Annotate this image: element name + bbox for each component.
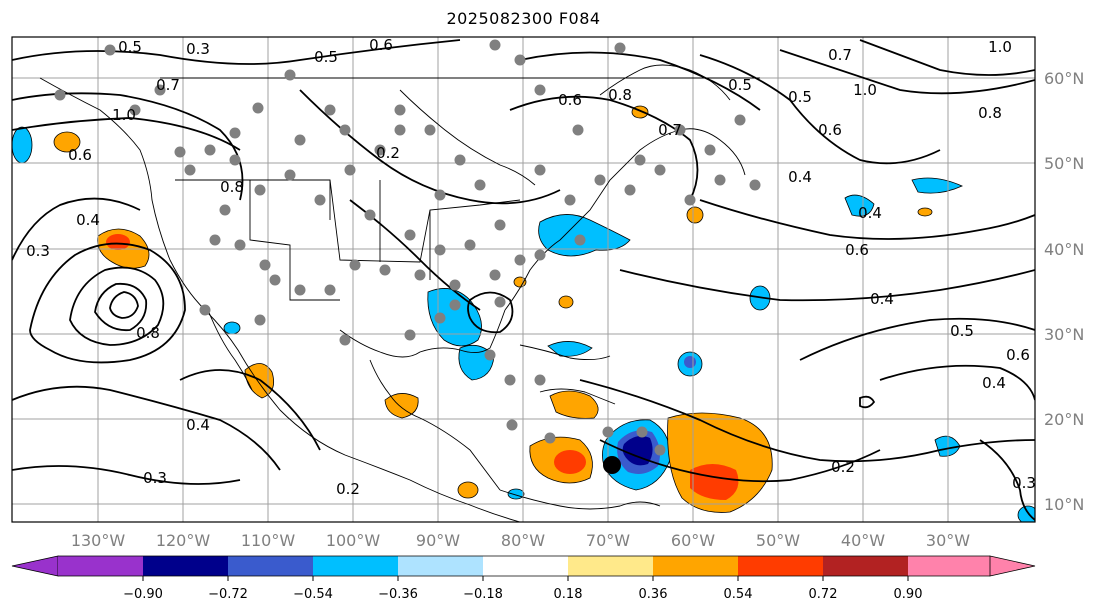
lat-label: 40°N <box>1044 240 1084 259</box>
contour-label: 0.5 <box>950 322 974 340</box>
contour-label: 0.3 <box>1012 474 1036 492</box>
contour-label: 0.4 <box>870 290 894 308</box>
colorbar-bin <box>483 556 568 576</box>
contour-label: 0.8 <box>220 178 244 196</box>
contour-label: 0.3 <box>186 40 210 58</box>
contour-label: 0.2 <box>376 144 400 162</box>
contour-label: 0.6 <box>1006 346 1030 364</box>
lon-label: 30°W <box>926 531 970 550</box>
colorbar-bin <box>908 556 990 576</box>
lon-label: 80°W <box>501 531 545 550</box>
contour-label: 1.0 <box>988 38 1012 56</box>
contour-label: 0.5 <box>788 88 812 106</box>
contour-label: 0.2 <box>336 480 360 498</box>
contour-label: 0.4 <box>858 204 882 222</box>
colorbar-bin <box>738 556 823 576</box>
lon-label: 120°W <box>156 531 211 550</box>
colorbar-bin <box>398 556 483 576</box>
contour-label: 0.5 <box>314 48 338 66</box>
contour-label: 0.6 <box>558 91 582 109</box>
contour-label: 1.0 <box>853 81 877 99</box>
lat-label: 20°N <box>1044 410 1084 429</box>
contour-label: 0.7 <box>828 46 852 64</box>
contour-label: 0.6 <box>369 36 393 54</box>
colorbar-tick-label: 0.72 <box>809 587 838 602</box>
contour-label: 0.6 <box>845 241 869 259</box>
colorbar-tick-label: −0.18 <box>463 587 503 602</box>
colorbar-tick-label: 0.18 <box>554 587 583 602</box>
contour-label: 0.4 <box>788 168 812 186</box>
contour-label: 0.7 <box>156 76 180 94</box>
map-title: 2025082300 F084 <box>446 9 601 28</box>
map-frame <box>11 36 1036 523</box>
colorbar-tick-label: 0.36 <box>639 587 668 602</box>
longitude-labels: 130°W 120°W 110°W 100°W 90°W 80°W 70°W 6… <box>71 531 970 550</box>
lon-label: 100°W <box>326 531 381 550</box>
contour-label: 0.2 <box>831 458 855 476</box>
contour-label: 0.3 <box>26 242 50 260</box>
colorbar-low-extend <box>11 555 59 577</box>
colorbar: −0.90 −0.72 −0.54 −0.36 −0.18 0.18 0.36 … <box>11 555 1036 602</box>
contour-label: 0.6 <box>68 146 92 164</box>
contour-label: 0.3 <box>143 469 167 487</box>
lat-label: 30°N <box>1044 325 1084 344</box>
station-dots <box>54 39 761 456</box>
latitude-labels: 60°N 50°N 40°N 30°N 20°N 10°N <box>1044 69 1084 514</box>
lon-label: 40°W <box>841 531 885 550</box>
contour-label: 0.5 <box>728 76 752 94</box>
colorbar-bin <box>823 556 908 576</box>
colorbar-bin <box>58 556 143 576</box>
colorbar-tick-label: −0.72 <box>208 587 248 602</box>
colorbar-high-extend <box>989 555 1036 577</box>
contour-labels: 0.5 0.3 0.6 0.5 0.7 1.0 0.6 0.8 0.2 0.4 … <box>26 36 1036 498</box>
lon-label: 110°W <box>241 531 296 550</box>
colorbar-tick-label: 0.90 <box>894 587 923 602</box>
colorbar-bin <box>143 556 228 576</box>
lat-label: 10°N <box>1044 495 1084 514</box>
contour-label: 1.0 <box>112 106 136 124</box>
storm-center-marker <box>603 456 621 474</box>
contour-label: 0.4 <box>186 416 210 434</box>
colorbar-bin <box>653 556 738 576</box>
colorbar-bin <box>568 556 653 576</box>
lon-label: 70°W <box>586 531 630 550</box>
lon-label: 130°W <box>71 531 126 550</box>
contour-label: 0.4 <box>76 211 100 229</box>
lon-label: 90°W <box>416 531 460 550</box>
contour-label: 0.8 <box>978 104 1002 122</box>
contour-label: 0.4 <box>982 374 1006 392</box>
colorbar-tick-label: −0.90 <box>123 587 163 602</box>
contour-lines <box>12 39 1035 521</box>
lon-label: 60°W <box>671 531 715 550</box>
colorbar-bin <box>313 556 398 576</box>
contour-label: 0.5 <box>118 38 142 56</box>
colorbar-tick-label: −0.54 <box>293 587 333 602</box>
lon-label: 50°W <box>756 531 800 550</box>
lat-label: 60°N <box>1044 69 1084 88</box>
colorbar-tick-label: −0.36 <box>378 587 418 602</box>
colorbar-tick-label: 0.54 <box>724 587 753 602</box>
contour-label: 0.8 <box>136 324 160 342</box>
contour-label: 0.8 <box>608 86 632 104</box>
coastlines <box>39 64 760 522</box>
colorbar-bin <box>228 556 313 576</box>
contour-label: 0.6 <box>818 121 842 139</box>
contour-label: 0.7 <box>658 121 682 139</box>
lat-label: 50°N <box>1044 154 1084 173</box>
